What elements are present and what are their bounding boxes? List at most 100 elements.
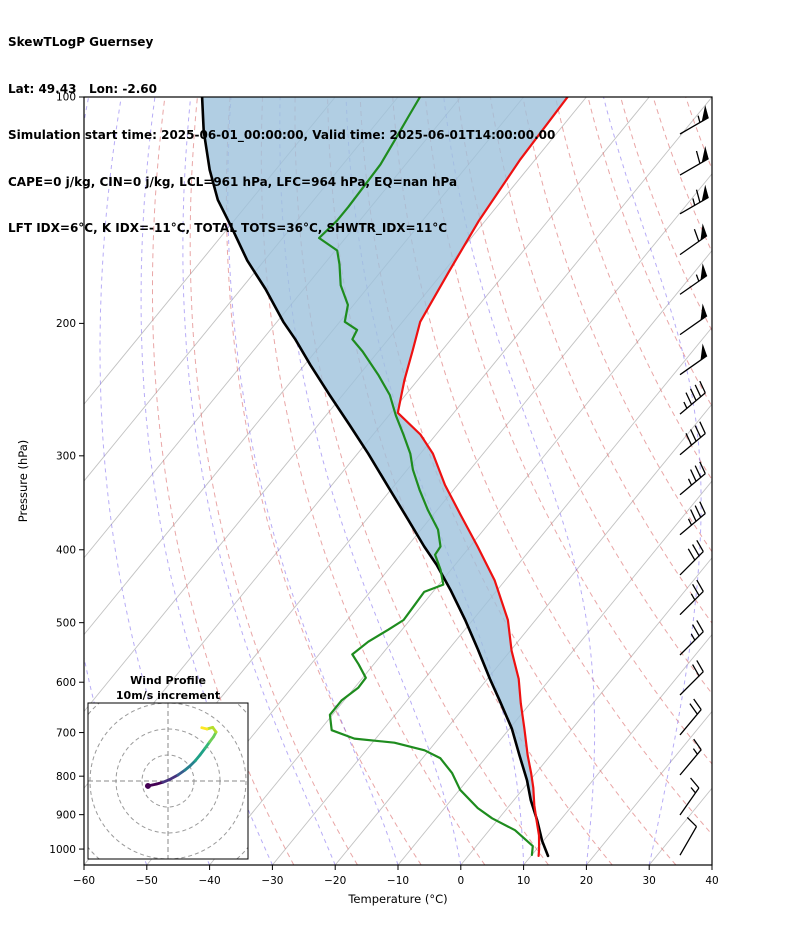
x-tick-label: −50 xyxy=(136,875,158,887)
y-tick-label: 900 xyxy=(56,809,76,821)
wind-barb xyxy=(679,263,708,295)
location-line: Lat: 49.43 Lon: -2.60 xyxy=(8,81,157,96)
wind-barb xyxy=(679,698,702,736)
wind-barb xyxy=(680,68,709,98)
x-tick-label: 20 xyxy=(580,875,593,887)
barb-staff xyxy=(679,421,706,456)
wind-barb xyxy=(679,146,709,176)
shaded-area-polygon xyxy=(202,97,568,814)
isotherm-line xyxy=(146,173,712,865)
dry-adiabat-line xyxy=(522,97,712,553)
hodograph-trace-segment xyxy=(146,782,158,788)
barb-staff xyxy=(679,228,708,256)
x-tick-label: −40 xyxy=(199,875,221,887)
isotherm-line xyxy=(523,633,712,865)
dry-adiabat-line xyxy=(189,97,358,865)
y-tick-label: 700 xyxy=(56,727,76,739)
hodograph-trace-segment xyxy=(200,726,209,731)
x-tick-label: 40 xyxy=(705,875,718,887)
hodograph-trace-segment xyxy=(167,773,180,782)
barb-staff xyxy=(679,315,708,336)
y-tick-label: 300 xyxy=(56,451,76,463)
barb-staff xyxy=(679,355,708,376)
x-tick-label: −20 xyxy=(324,875,346,887)
dry-adiabat-line xyxy=(718,97,794,865)
wind-barb xyxy=(679,223,708,256)
temperature-profile-line xyxy=(396,97,569,857)
barb-flag-50kt xyxy=(700,263,707,280)
wind-barb xyxy=(679,738,702,776)
wind-barb xyxy=(679,777,700,816)
dry-adiabat-line xyxy=(457,97,712,695)
isotherm-line xyxy=(711,864,712,865)
barb-staff xyxy=(679,461,706,496)
figure-title: SkewTLogP Guernsey xyxy=(8,35,154,49)
barb-staff xyxy=(679,816,698,856)
hodograph-trace-segment xyxy=(176,768,187,777)
x-tick-label: 30 xyxy=(643,875,656,887)
y-tick-label: 800 xyxy=(56,771,76,783)
wind-barb xyxy=(679,343,708,376)
wind-barb-column xyxy=(679,68,709,856)
barb-flag-50kt xyxy=(701,184,709,202)
isotherm-line xyxy=(460,557,712,865)
wind-barb xyxy=(679,461,706,496)
barb-staff xyxy=(679,274,708,295)
moist-adiabat-line xyxy=(711,863,712,865)
y-tick-label: 600 xyxy=(56,677,76,689)
dewpoint-profile-line xyxy=(318,97,534,856)
x-axis-label: Temperature (°C) xyxy=(347,892,447,906)
hodograph-subtitle: 10m/s increment xyxy=(116,689,220,702)
barb-staff xyxy=(679,539,704,576)
stability-indices-line: LFT IDX=6°C, K IDX=-11°C, TOTAL TOTS=36°… xyxy=(8,221,448,235)
barb-flag-50kt xyxy=(701,146,709,163)
barb-staff xyxy=(679,380,706,415)
isotherm-line xyxy=(648,787,712,865)
y-axis-label: Pressure (hPa) xyxy=(16,440,30,523)
x-tick-label: −30 xyxy=(261,875,283,887)
wind-barb xyxy=(679,816,698,856)
wind-barb xyxy=(679,421,706,456)
y-tick-label: 200 xyxy=(56,318,76,330)
hodograph-inset: Wind Profile 10m/s increment xyxy=(87,674,249,860)
dry-adiabat-line xyxy=(751,97,794,865)
axis-ticks: −60 −50 −40 −30 −20 −10 0 10 20 30 40 100 200 300 400 5… xyxy=(49,92,718,887)
convective-indices-line: CAPE=0 j/kg, CIN=0 j/kg, LCL=961 hPa, LF… xyxy=(8,174,458,189)
wind-barb xyxy=(679,184,709,215)
barb-flag-50kt xyxy=(702,68,709,85)
barb-staff xyxy=(679,620,704,656)
header-block: SkewTLogP Guernsey Lat: 49.43 Lon: -2.60… xyxy=(8,4,555,268)
isotherm-line xyxy=(334,403,712,865)
hodograph-speed-ring xyxy=(89,703,247,859)
x-tick-label: −10 xyxy=(387,875,409,887)
barb-staff xyxy=(679,777,700,816)
barb-staff xyxy=(680,97,682,98)
dry-adiabat-line xyxy=(652,97,712,254)
isotherm-line xyxy=(272,326,712,865)
dry-adiabat-line xyxy=(489,97,712,624)
barb-staff xyxy=(679,738,702,776)
moist-adiabat-line xyxy=(603,97,702,865)
dry-adiabat-line xyxy=(152,97,295,865)
y-tick-label: 1000 xyxy=(49,844,76,856)
x-tick-label: 0 xyxy=(457,875,464,887)
barb-staff xyxy=(679,501,706,536)
isotherm-line xyxy=(397,480,712,865)
y-tick-label: 100 xyxy=(56,92,76,104)
time-line: Simulation start time: 2025-06-01_00:00:… xyxy=(8,128,556,142)
moist-adiabat-line xyxy=(182,97,336,865)
barb-staff xyxy=(679,579,704,616)
wind-barb xyxy=(679,380,706,415)
dry-adiabat-line xyxy=(685,97,712,171)
y-tick-label: 400 xyxy=(56,544,76,556)
x-tick-label: −60 xyxy=(73,875,95,887)
dry-adiabat-line xyxy=(783,97,794,865)
barb-staff xyxy=(679,660,704,696)
parcel-profile-line xyxy=(200,97,550,858)
wind-barb xyxy=(679,620,704,656)
hodograph-content xyxy=(88,703,248,859)
dry-adiabat-line xyxy=(555,97,712,481)
wind-barb xyxy=(679,660,704,696)
